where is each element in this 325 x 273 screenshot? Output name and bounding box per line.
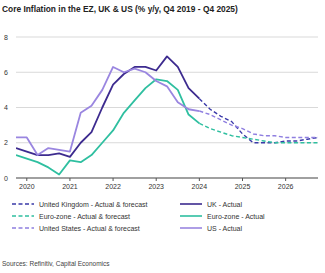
- x-tick: [156, 178, 157, 181]
- grid-line: [16, 37, 318, 38]
- legend-label: United States - Actual & forecast: [39, 225, 140, 232]
- legend-label: UK - Actual: [207, 201, 242, 208]
- y-tick-label: 4: [4, 104, 8, 111]
- x-tick-label: 2021: [62, 183, 78, 190]
- legend-swatch: [12, 215, 34, 217]
- legend-label: US - Actual: [207, 225, 242, 232]
- y-tick-label: 6: [4, 69, 8, 76]
- x-tick-label: 2022: [105, 183, 121, 190]
- legend-swatch: [180, 215, 202, 217]
- x-tick: [199, 178, 200, 181]
- y-tick-label: 0: [4, 175, 8, 182]
- series-line: [16, 67, 199, 155]
- x-tick-label: 2026: [278, 183, 294, 190]
- y-tick-label: 2: [4, 139, 8, 146]
- x-tick: [26, 178, 27, 181]
- x-tick-label: 2020: [19, 183, 35, 190]
- grid-line: [16, 107, 318, 108]
- x-tick: [113, 178, 114, 181]
- source: Sources: Refinitiv, Capital Economics: [2, 260, 110, 268]
- x-tick-label: 2025: [235, 183, 251, 190]
- grid-line: [16, 178, 318, 179]
- legend-label: Euro-zone - Actual & forecast: [39, 213, 130, 220]
- title: Core Inflation in the EZ, UK & US (% y/y…: [2, 4, 238, 14]
- series-line: [16, 56, 199, 156]
- x-axis: [16, 178, 318, 179]
- series-line: [199, 123, 318, 142]
- series-line: [199, 99, 318, 143]
- x-tick: [242, 178, 243, 181]
- chart: Core Inflation in the EZ, UK & US (% y/y…: [0, 0, 325, 273]
- y-tick-label: 8: [4, 34, 8, 41]
- legend-swatch: [180, 227, 202, 229]
- legend-swatch: [180, 203, 202, 205]
- grid-line: [16, 72, 318, 73]
- legend-swatch: [12, 203, 34, 205]
- series-line: [199, 111, 318, 137]
- plot-area: [16, 56, 318, 174]
- x-tick-label: 2023: [148, 183, 164, 190]
- x-tick: [285, 178, 286, 181]
- x-tick: [69, 178, 70, 181]
- legend-label: Euro-zone - Actual: [207, 213, 265, 220]
- legend-swatch: [12, 227, 34, 229]
- grid-line: [16, 142, 318, 143]
- legend-label: United Kingdom - Actual & forecast: [39, 201, 148, 209]
- x-tick-label: 2024: [192, 183, 208, 190]
